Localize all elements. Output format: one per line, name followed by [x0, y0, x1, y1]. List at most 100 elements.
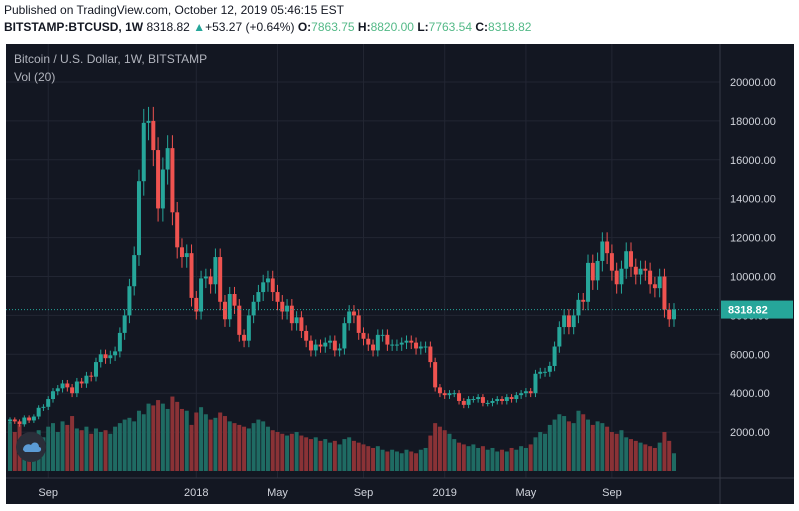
volume-bar — [557, 414, 562, 471]
candle-body — [251, 301, 256, 316]
candle-body — [404, 340, 409, 343]
volume-bar — [519, 446, 524, 471]
last-price-tag — [721, 300, 793, 319]
y-axis-label: 12000.00 — [730, 233, 776, 245]
candle-body — [399, 342, 404, 345]
candle-body — [509, 397, 514, 400]
volume-bar — [609, 432, 614, 471]
candle-body — [31, 416, 36, 421]
candle-body — [633, 266, 638, 275]
candle-body — [328, 340, 333, 343]
volume-bar — [84, 426, 89, 471]
volume-bar — [117, 423, 122, 471]
volume-bar — [595, 421, 600, 471]
candle-body — [232, 294, 237, 306]
volume-bar — [299, 435, 304, 471]
candle-body — [89, 375, 94, 377]
volume-bar — [385, 451, 390, 471]
volume-bar — [184, 410, 189, 471]
volume-bar — [538, 432, 543, 471]
candle-body — [662, 276, 667, 310]
candle-body — [12, 419, 17, 422]
volume-bar — [208, 419, 213, 471]
volume-bar — [652, 447, 657, 471]
volume-bar — [466, 446, 471, 471]
volume-bar — [514, 449, 519, 471]
chart-panel[interactable]: 2000.004000.006000.008000.0010000.001200… — [6, 44, 794, 504]
candle-body — [380, 334, 385, 336]
candle-body — [227, 294, 232, 320]
candle-body — [308, 340, 313, 351]
volume-bar — [70, 416, 75, 471]
candle-body — [208, 276, 213, 285]
candle-body — [84, 375, 89, 384]
volume-bar — [318, 440, 323, 471]
candle-body — [471, 399, 476, 401]
candle-body — [41, 406, 46, 408]
volume-indicator-label[interactable]: Vol (20) — [14, 70, 56, 84]
candle-body — [586, 262, 591, 302]
candle-body — [113, 351, 118, 356]
x-axis-label: Sep — [602, 487, 622, 499]
volume-bar — [361, 444, 366, 471]
open-value: 7863.75 — [311, 20, 355, 34]
candle-body — [414, 342, 419, 349]
volume-bar — [490, 447, 495, 471]
candle-body — [50, 391, 55, 400]
candle-body — [289, 305, 294, 324]
volume-bar — [342, 439, 347, 471]
candle-body — [437, 387, 442, 394]
candle-body — [466, 399, 471, 405]
candle-body — [533, 373, 538, 394]
candle-body — [170, 148, 175, 213]
volume-bar — [232, 423, 237, 471]
last-price: 8318.82 — [146, 20, 190, 34]
volume-bar — [399, 453, 404, 471]
candle-body — [213, 257, 218, 285]
candle-body — [356, 315, 361, 333]
candle-body — [442, 393, 447, 396]
volume-bar — [667, 440, 672, 471]
candle-body — [433, 362, 438, 388]
candle-body — [55, 388, 60, 392]
volume-bar — [614, 433, 619, 471]
candle-body — [242, 334, 247, 341]
volume-bar — [337, 444, 342, 471]
volume-bar — [633, 440, 638, 471]
candle-body — [504, 397, 509, 401]
candlestick-chart[interactable]: 2000.004000.006000.008000.0010000.001200… — [6, 44, 794, 504]
candle-body — [447, 393, 452, 396]
candle-body — [294, 317, 299, 324]
candle-body — [151, 120, 156, 151]
volume-bar — [485, 449, 490, 471]
candle-body — [323, 342, 328, 347]
high-value: 8820.00 — [370, 20, 414, 34]
candle-body — [270, 278, 275, 293]
volume-bar — [471, 444, 476, 471]
symbol-info-line: BITSTAMP:BTCUSD, 1W 8318.82 ▲+53.27 (+0.… — [4, 20, 531, 34]
candle-body — [457, 393, 462, 401]
volume-bar — [571, 423, 576, 471]
candle-body — [609, 253, 614, 271]
candle-body — [194, 297, 199, 312]
candle-body — [280, 301, 285, 312]
change-up-icon: ▲ — [193, 20, 206, 34]
volume-bar — [93, 428, 98, 471]
x-axis-label: 2019 — [432, 487, 456, 499]
x-axis-label: May — [516, 487, 537, 499]
volume-bar — [304, 437, 309, 471]
candle-body — [490, 400, 495, 403]
candle-body — [605, 241, 610, 254]
volume-bar — [418, 449, 423, 471]
candle-body — [590, 262, 595, 281]
volume-bar — [452, 439, 457, 471]
candle-body — [480, 397, 485, 403]
x-axis-label: Sep — [354, 487, 374, 499]
candle-body — [103, 354, 108, 359]
x-axis-label: 2018 — [184, 487, 208, 499]
volume-bar — [500, 449, 505, 471]
candle-body — [547, 365, 552, 372]
candle-body — [141, 122, 146, 182]
candle-body — [648, 270, 653, 285]
volume-bar — [533, 437, 538, 471]
